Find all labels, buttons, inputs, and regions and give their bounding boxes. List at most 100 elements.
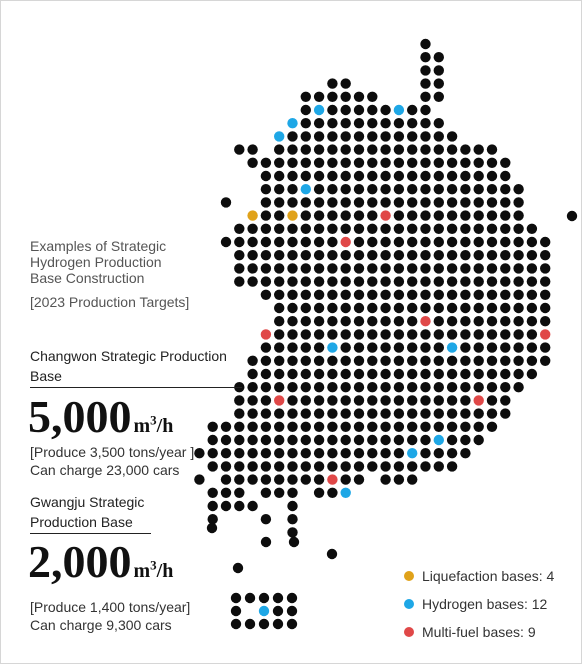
map-dot <box>433 78 444 89</box>
map-dot-hydrogen-base <box>287 118 298 129</box>
map-dot <box>540 263 551 274</box>
map-dot <box>486 210 498 221</box>
map-dot <box>526 355 538 366</box>
map-dot <box>247 382 258 393</box>
map-dot <box>340 144 351 155</box>
map-dot <box>380 329 391 340</box>
map-dot <box>513 316 524 327</box>
map-dot-multifuel-base <box>274 395 285 406</box>
map-dot <box>234 250 245 261</box>
map-dot <box>327 289 338 300</box>
map-dot <box>287 448 298 459</box>
map-dot <box>367 316 378 327</box>
map-dot <box>540 302 551 314</box>
map-dot <box>393 355 405 366</box>
gwangju-title: Gwangju Strategic Production Base <box>30 492 151 534</box>
island-dot <box>260 536 272 548</box>
map-dot <box>486 329 498 340</box>
gwangju-note-line-2: Can charge 9,300 cars <box>30 617 172 633</box>
map-dot <box>367 342 378 353</box>
map-dot <box>287 329 298 340</box>
map-dot <box>207 434 218 446</box>
map-dot <box>327 223 338 234</box>
map-dot <box>340 210 351 221</box>
map-dot <box>380 342 391 353</box>
map-dot <box>407 395 418 406</box>
map-dot <box>513 382 524 393</box>
map-dot <box>473 170 484 182</box>
map-dot <box>274 236 285 248</box>
map-dot <box>460 289 471 300</box>
changwon-capacity: 5,000 m3/h <box>28 393 173 450</box>
map-dot <box>460 302 471 314</box>
map-dot <box>300 144 311 155</box>
intro-block: Examples of Strategic Hydrogen Productio… <box>30 238 210 310</box>
map-dot <box>287 395 298 406</box>
map-dot <box>513 236 524 248</box>
map-dot <box>313 461 325 472</box>
map-dot <box>446 461 458 472</box>
map-dot <box>393 157 405 168</box>
map-dot <box>446 329 458 340</box>
map-dot <box>407 118 418 129</box>
map-dot <box>313 210 325 221</box>
map-dot <box>260 210 272 221</box>
map-dot <box>287 276 298 287</box>
map-dot <box>513 355 524 366</box>
map-dot <box>420 342 431 353</box>
map-dot <box>313 236 325 248</box>
map-dot <box>234 474 245 485</box>
map-dot <box>486 316 498 327</box>
map-dot <box>327 316 338 327</box>
map-dot <box>433 157 444 168</box>
jeju-dot <box>258 592 270 604</box>
map-dot <box>340 368 351 380</box>
map-dot <box>500 157 511 168</box>
map-dot <box>420 223 431 234</box>
map-dot-hydrogen-base <box>327 342 338 353</box>
map-dot <box>460 368 471 380</box>
map-dot <box>407 210 418 221</box>
map-dot <box>393 342 405 353</box>
map-dot <box>367 91 378 103</box>
map-dot <box>247 250 258 261</box>
map-dot <box>274 342 285 353</box>
map-dot <box>473 263 484 274</box>
island-dot <box>232 562 244 574</box>
map-dot <box>340 223 351 234</box>
map-dot <box>433 263 444 274</box>
map-dot <box>313 118 325 129</box>
map-dot <box>260 197 272 208</box>
map-dot <box>247 408 258 419</box>
map-dot <box>393 408 405 419</box>
map-dot <box>526 223 538 234</box>
legend-item-hydrogen: Hydrogen bases: 12 <box>404 590 554 618</box>
map-dot <box>500 408 511 419</box>
map-dot <box>313 131 325 142</box>
map-dot <box>287 408 298 419</box>
map-dot <box>393 118 405 129</box>
map-dot <box>234 395 245 406</box>
map-dot <box>313 368 325 380</box>
legend-hydrogen-label: Hydrogen bases: 12 <box>422 596 548 612</box>
map-dot <box>380 395 391 406</box>
jeju-dot <box>230 605 242 617</box>
map-dot <box>380 382 391 393</box>
intro-title-line-3: Base Construction <box>30 270 145 286</box>
jeju-dot <box>244 592 256 604</box>
map-dot <box>313 408 325 419</box>
map-dot <box>353 197 365 208</box>
map-dot <box>486 250 498 261</box>
map-dot <box>420 65 431 76</box>
map-dot <box>526 368 538 380</box>
map-dot <box>353 421 365 432</box>
map-dot <box>300 421 311 432</box>
map-dot <box>433 276 444 287</box>
map-dot <box>540 316 551 327</box>
map-dot <box>367 118 378 129</box>
map-dot <box>486 289 498 300</box>
map-dot <box>380 184 391 195</box>
map-dot <box>460 421 471 432</box>
map-dot <box>460 355 471 366</box>
map-dot <box>353 474 365 485</box>
